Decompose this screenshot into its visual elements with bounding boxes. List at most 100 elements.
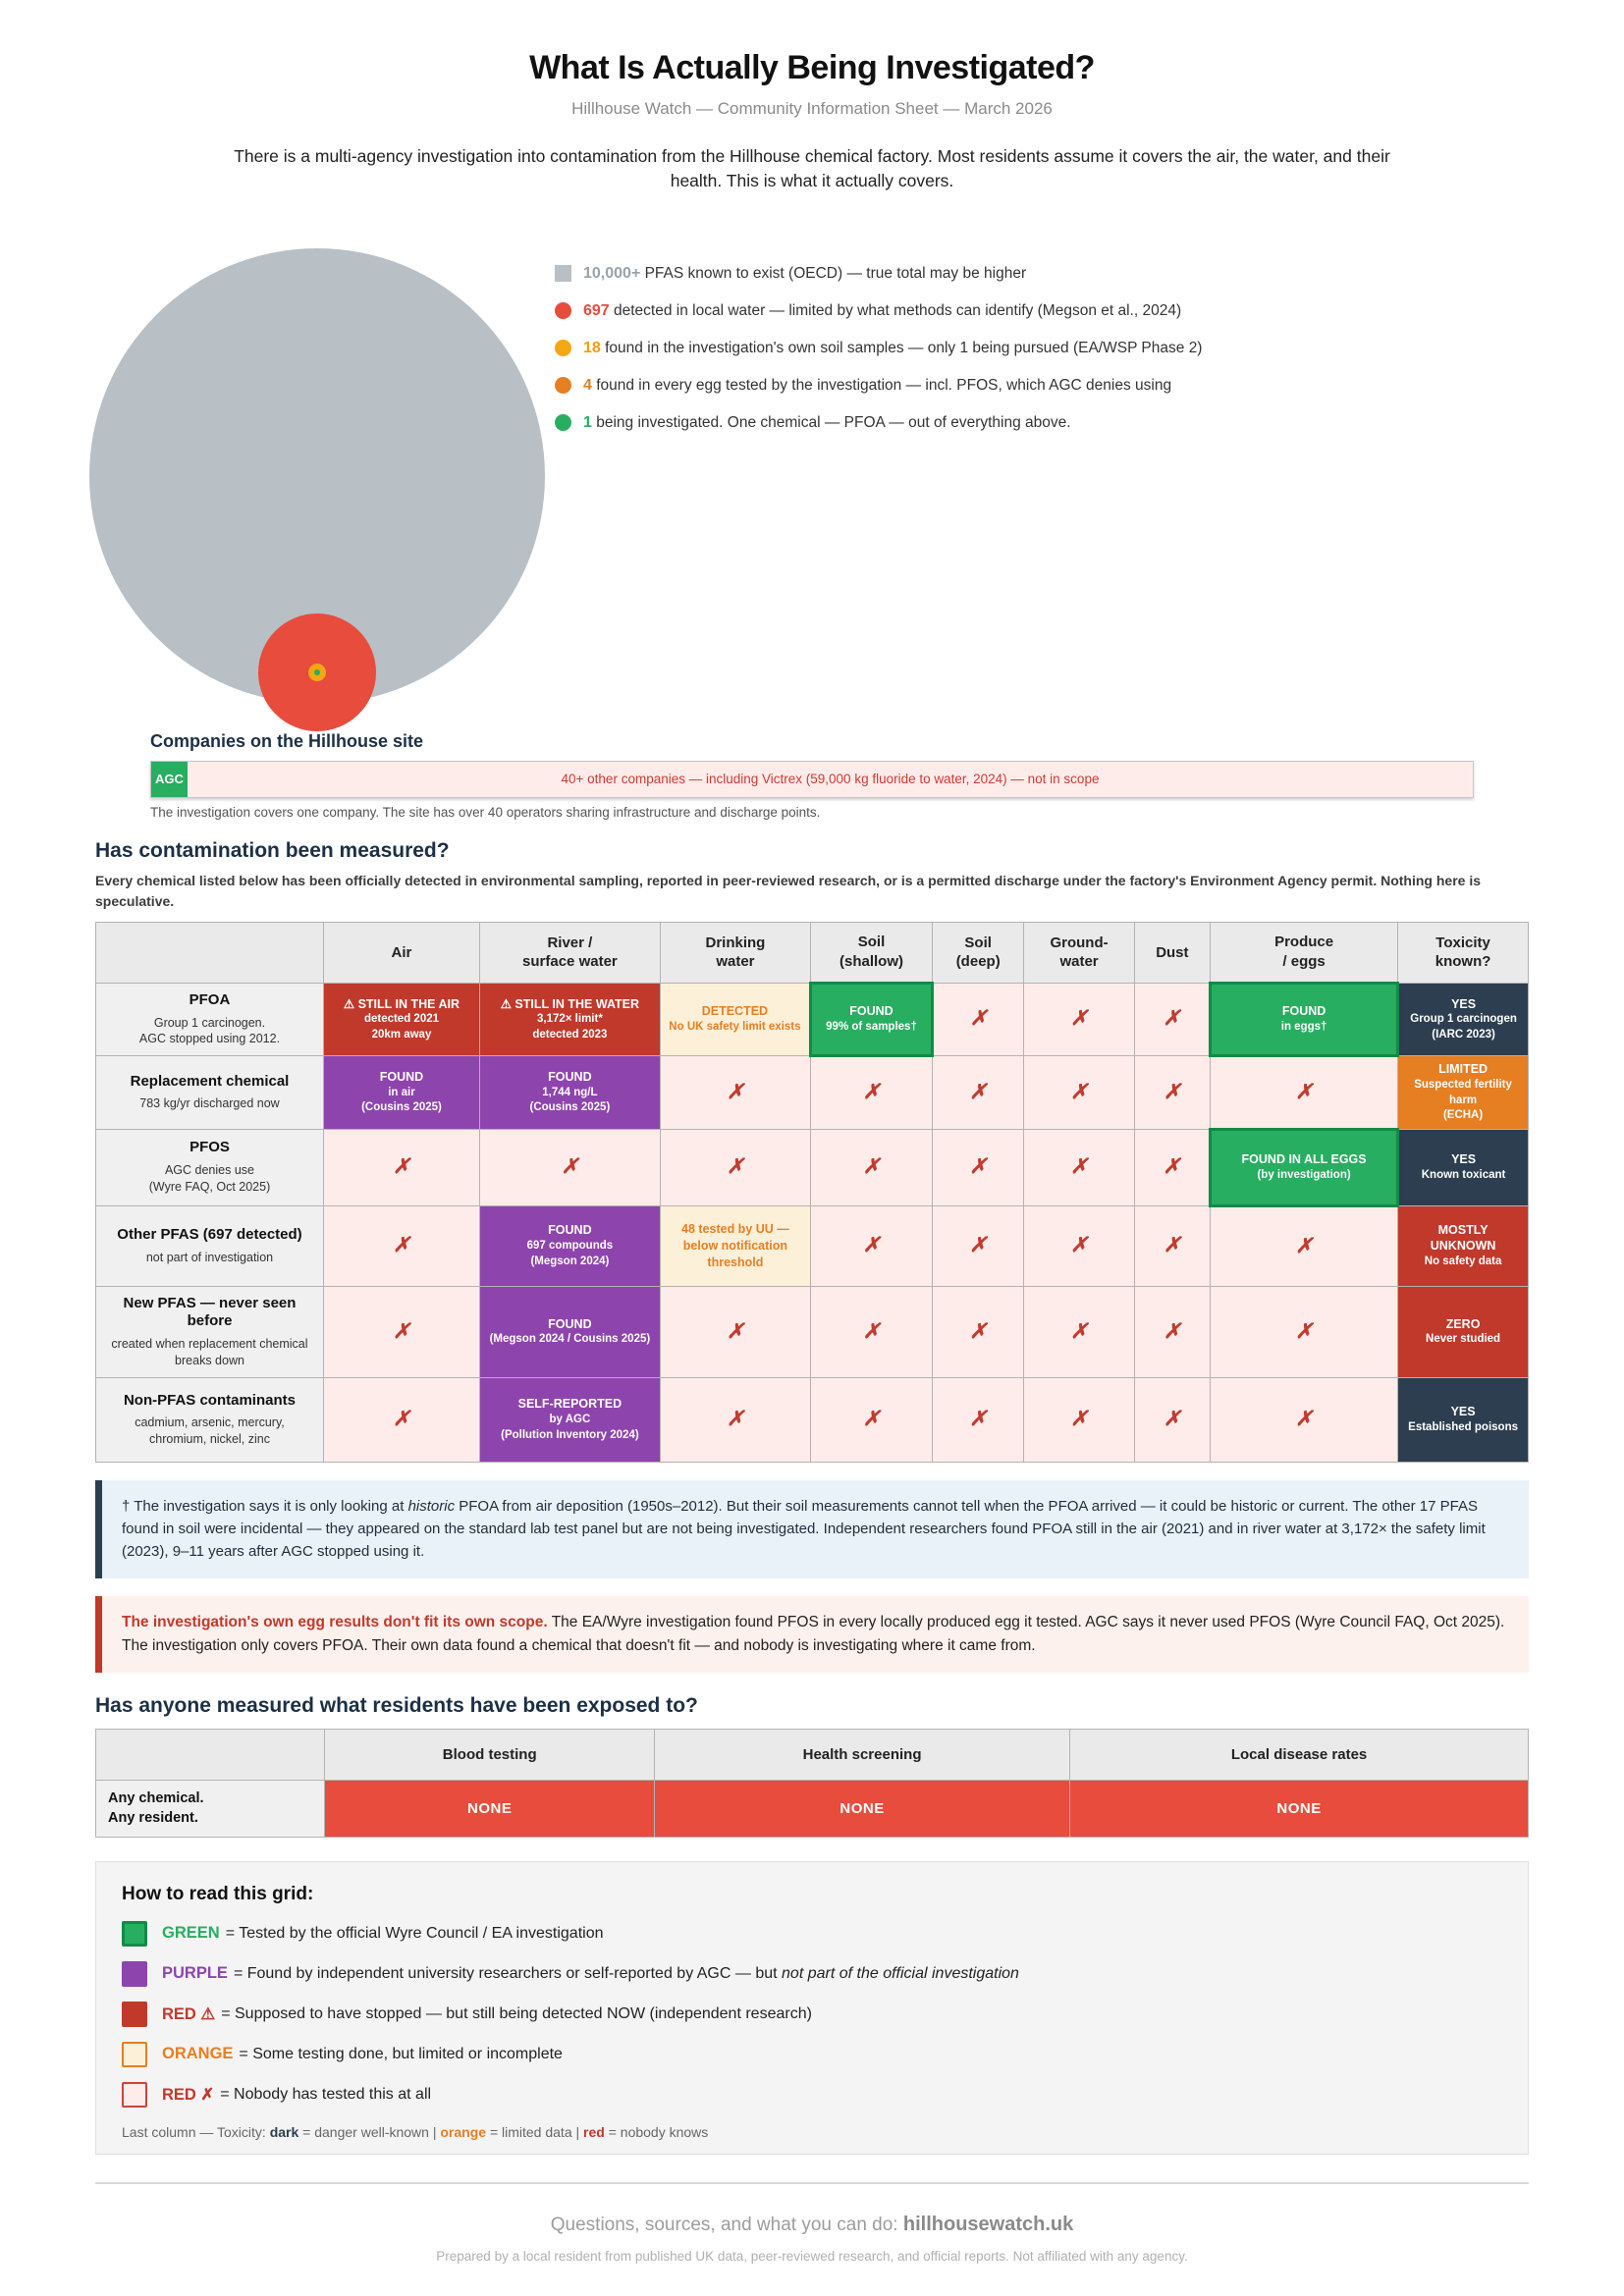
cell-detail: Group 1 carcinogen — [1410, 1013, 1517, 1026]
table-row: PFOS AGC denies use (Wyre FAQ, Oct 2025) ✗ ✗… — [95, 1127, 1529, 1207]
cell-headline: MOSTLY UNKNOWN — [1430, 1222, 1496, 1254]
not-tested-cell: ✗ — [322, 1204, 480, 1287]
status-cell: FOUND 99% of samples† — [809, 981, 934, 1058]
x-mark-icon: ✗ — [393, 1408, 410, 1431]
x-mark-icon: ✗ — [1295, 1319, 1313, 1343]
table-row: New PFAS — never seen before created when… — [95, 1285, 1529, 1378]
legend-item-text: = Nobody has tested this at all — [220, 2085, 432, 2103]
legend-item: PURPLE = Found by independent university … — [122, 1960, 1502, 1987]
cell-detail: (Pollution Inventory 2024) — [501, 1428, 639, 1441]
not-tested-cell: ✗ — [478, 1128, 661, 1206]
not-tested-cell: ✗ — [1023, 1204, 1135, 1287]
cell-headline: SELF-REPORTED — [517, 1397, 623, 1412]
x-mark-icon: ✗ — [1164, 1408, 1181, 1431]
chemical-name: Replacement chemical — [130, 1072, 290, 1090]
scale-legend-item: 10,000+ PFAS known to exist (OECD) — tru… — [555, 255, 1202, 293]
status-cell: YES Known toxicant — [1397, 1128, 1529, 1206]
cell-detail: Established poisons — [1408, 1421, 1518, 1434]
footer: Questions, sources, and what you can do:… — [95, 2181, 1529, 2264]
cell-detail: (ECHA) — [1442, 1109, 1484, 1122]
x-mark-icon: ✗ — [727, 1080, 744, 1103]
row-label: Non-PFAS contaminants cadmium, arsenic, m… — [95, 1376, 324, 1463]
x-mark-icon: ✗ — [969, 1155, 987, 1178]
column-header: River / surface water — [478, 921, 661, 984]
scale-legend-value: 697 — [583, 301, 610, 319]
status-cell: SELF-REPORTED by AGC (Pollution Inventory … — [478, 1376, 661, 1463]
chemical-name: Non-PFAS contaminants — [123, 1391, 296, 1409]
toxicity-key-red-desc: = nobody knows — [604, 2123, 709, 2140]
not-tested-cell: ✗ — [931, 1204, 1025, 1287]
column-header: Produce / eggs — [1210, 921, 1399, 984]
cell-headline: ZERO — [1445, 1316, 1481, 1331]
cell-headline: 48 tested by UU — below notification thr… — [681, 1221, 789, 1269]
x-mark-icon: ✗ — [1295, 1408, 1313, 1431]
circle-marker-icon — [555, 340, 571, 357]
none-cell: NONE — [1069, 1779, 1529, 1838]
not-tested-cell: ✗ — [1023, 982, 1135, 1057]
scale-legend-text: 4 found in every egg tested by the inves… — [583, 376, 1172, 394]
egg-note-lead: The investigation's own egg results don'… — [122, 1613, 548, 1630]
x-mark-icon: ✗ — [862, 1319, 881, 1343]
status-cell: DETECTED No UK safety limit exists — [659, 982, 812, 1057]
status-cell: FOUND in eggs† — [1209, 981, 1400, 1058]
x-mark-icon: ✗ — [727, 1408, 744, 1431]
not-tested-cell: ✗ — [931, 982, 1025, 1057]
circle-investigated — [314, 668, 320, 675]
x-mark-icon: ✗ — [969, 1319, 987, 1343]
toxicity-key-prefix: Last column — Toxicity: — [122, 2123, 270, 2140]
cell-headline: FOUND — [849, 1004, 893, 1019]
table-row: Non-PFAS contaminants cadmium, arsenic, m… — [95, 1376, 1529, 1463]
contamination-header-row: Air River / surface water Drinking water So… — [95, 921, 1529, 984]
not-tested-cell: ✗ — [931, 1055, 1025, 1130]
x-mark-icon: ✗ — [862, 1234, 881, 1256]
legend-item-label: PURPLE — [162, 1964, 228, 1983]
not-tested-cell: ✗ — [1210, 1376, 1399, 1463]
none-cell: NONE — [324, 1779, 655, 1838]
column-header: Soil (deep) — [931, 921, 1025, 984]
circle-marker-icon — [555, 414, 571, 432]
x-mark-icon: ✗ — [393, 1155, 410, 1178]
measured-subheading: Every chemical listed below has been off… — [95, 872, 1481, 909]
purple-swatch-icon — [122, 1960, 147, 1987]
not-tested-cell: ✗ — [1133, 1128, 1212, 1206]
cell-headline: YES — [1451, 996, 1477, 1011]
agc-segment: AGC — [151, 761, 188, 797]
main-content: Has contamination been measured? Every c… — [94, 838, 1529, 2264]
scale-legend-item: 1 being investigated. One chemical — PFO… — [555, 404, 1202, 442]
scale-legend-value: 10,000+ — [583, 264, 641, 282]
exposure-row: Any chemical. Any resident. NONE NONE NONE — [94, 1779, 1529, 1838]
scale-legend-value: 18 — [583, 339, 601, 356]
status-cell: FOUND in air (Cousins 2025) — [322, 1055, 480, 1130]
chemical-name: PFOS — [189, 1139, 230, 1156]
x-mark-icon: ✗ — [1070, 1080, 1088, 1103]
x-mark-icon: ✗ — [1070, 1007, 1088, 1031]
cream-swatch-icon — [122, 2041, 147, 2067]
column-header: Local disease rates — [1069, 1728, 1529, 1781]
cell-detail: 1,744 ng/L — [542, 1086, 598, 1098]
measured-heading: Has contamination been measured? — [95, 838, 450, 862]
dagger-note-text: † The investigation says it is only look… — [122, 1497, 408, 1515]
not-tested-cell: ✗ — [810, 1376, 933, 1463]
legend-item: ORANGE = Some testing done, but limited o… — [122, 2041, 1502, 2067]
cell-detail: (IARC 2023) — [1432, 1028, 1495, 1041]
cell-headline: FOUND — [1281, 1004, 1326, 1019]
toxicity-key: Last column — Toxicity: dark = danger we… — [122, 2124, 1502, 2140]
scale-diagram: 10,000+ PFAS known to exist (OECD) — tru… — [0, 194, 1624, 731]
egg-note-body: The EA/Wyre investigation found PFOS in … — [122, 1613, 1505, 1654]
chemical-name: PFOA — [189, 990, 231, 1008]
column-header: Dust — [1133, 921, 1212, 984]
chemical-sub: created when replacement chemical breaks… — [111, 1337, 308, 1368]
chemical-name: Other PFAS (697 detected) — [117, 1225, 302, 1243]
status-cell: LIMITED Suspected fertility harm (ECHA) — [1397, 1055, 1529, 1130]
intro-paragraph: There is a multi-agency investigation in… — [234, 146, 1390, 191]
not-tested-cell: ✗ — [810, 1285, 933, 1378]
cell-detail: Never studied — [1426, 1333, 1501, 1346]
row-label: New PFAS — never seen before created when… — [95, 1285, 324, 1378]
legend-item-label: RED ⚠ — [162, 2004, 216, 2023]
x-mark-icon: ✗ — [1163, 1007, 1181, 1031]
scale-legend-item: 697 detected in local water — limited by… — [555, 293, 1202, 330]
toxicity-key-orange: orange — [440, 2123, 487, 2140]
legend-item-label: GREEN — [162, 1924, 220, 1943]
scale-legend-text: 1 being investigated. One chemical — PFO… — [583, 413, 1071, 431]
dagger-note-text: PFOA from air deposition (1950s–2012). B… — [122, 1497, 1486, 1561]
